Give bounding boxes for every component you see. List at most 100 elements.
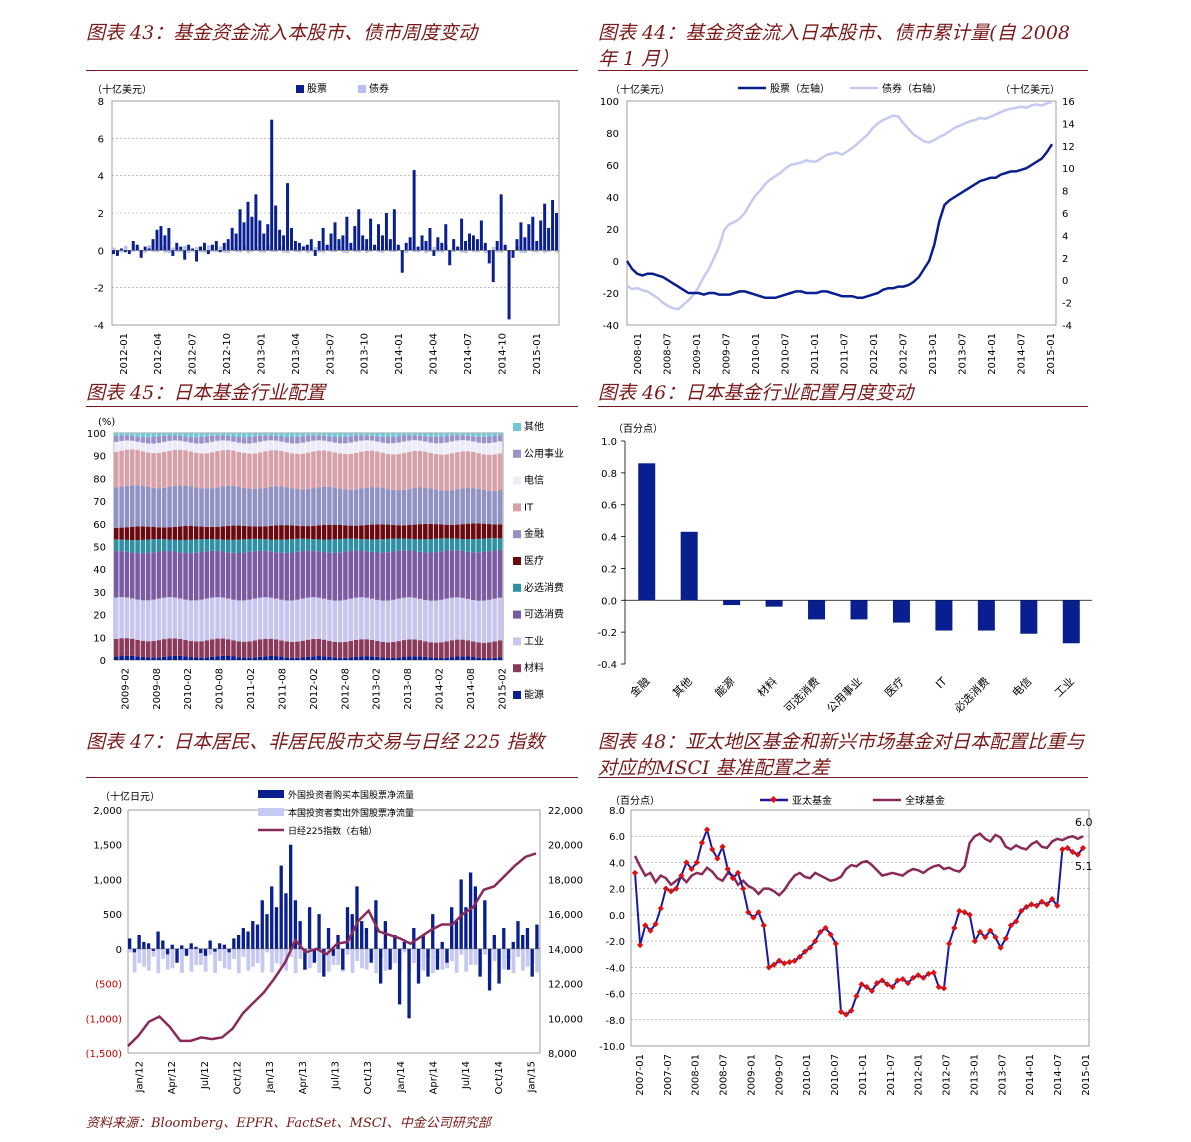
c48-apac-marker: [812, 937, 819, 945]
c47-domestic-bar: [450, 948, 454, 962]
c47-domestic-bar: [241, 948, 246, 957]
c45-bar-segment: [465, 487, 471, 524]
c47-domestic-bar: [180, 948, 184, 973]
c45-bar-segment: [156, 452, 162, 489]
c48-xtick: 2011-07: [886, 1054, 897, 1096]
c45-bar-segment: [476, 552, 481, 601]
c45-bar-segment: [444, 433, 449, 437]
c45-bar-segment: [391, 489, 396, 525]
c43-equity-bar: [258, 220, 262, 251]
c45-bar-segment: [263, 638, 268, 657]
c43-equity-bar: [400, 250, 404, 273]
c44-xtick: 2008-07: [663, 333, 674, 375]
c47-xtick: Jan/14: [396, 1061, 407, 1094]
c45-bar-segment: [396, 641, 401, 658]
c44-xtick: 2011-01: [810, 333, 821, 375]
c48-apac-marker: [863, 983, 870, 991]
c47-ytick-right: 12,000: [548, 980, 583, 991]
c45-bar-segment: [252, 442, 258, 454]
c43-equity-bar: [262, 233, 266, 251]
c45-bar-segment: [145, 433, 151, 438]
c45-bar-segment: [279, 436, 284, 442]
c45-legend-item-swatch: [513, 423, 521, 431]
c45-bar-segment: [241, 525, 247, 540]
c45-bar-segment: [231, 486, 236, 526]
c45-bar-segment: [359, 538, 364, 551]
c45-bar-segment: [460, 597, 465, 640]
c45-bar-segment: [252, 433, 258, 437]
c45-bar-segment: [375, 599, 380, 642]
c45-bar-segment: [188, 539, 194, 554]
c45-bar-segment: [135, 450, 140, 486]
c48-legend-global-label: 全球基金: [905, 794, 945, 807]
c45-xtick: 2013-08: [403, 668, 414, 710]
c45-unit: (%): [98, 417, 115, 428]
c45-bar-segment: [257, 488, 263, 527]
c45-bar-segment: [353, 441, 359, 453]
c45-bar-segment: [487, 490, 492, 525]
c45-bar-segment: [433, 552, 439, 601]
c47-foreign-bar: [412, 928, 416, 949]
c43-equity-bar: [369, 218, 373, 251]
c47-foreign-bar: [175, 948, 179, 963]
c45-bar-segment: [476, 442, 481, 454]
c43-bond-bar: [523, 250, 527, 254]
c47-foreign-bar: [355, 886, 359, 949]
c45-xtick: 2014-02: [435, 668, 446, 710]
c45-bar-segment: [247, 488, 252, 527]
c47-domestic-bar: [189, 948, 194, 972]
c47-ytick-right: 16,000: [548, 910, 583, 921]
c47-domestic-bar: [535, 948, 540, 973]
c45-bar-segment: [295, 489, 300, 526]
c45-bar-segment: [316, 440, 322, 451]
c47-domestic-bar: [146, 948, 151, 971]
c43-equity-bar: [230, 227, 234, 251]
c45-bar-segment: [444, 598, 449, 642]
c45-bar-segment: [145, 600, 151, 642]
c45-bar-segment: [321, 440, 327, 451]
c45-bar-segment: [135, 656, 140, 660]
c45-bar-segment: [220, 597, 226, 639]
c45-bar-segment: [247, 453, 252, 489]
c45-bar-segment: [209, 539, 215, 551]
c45-bar-segment: [172, 526, 178, 540]
c45-bar-segment: [183, 640, 188, 657]
c48-apac-marker: [776, 957, 783, 964]
c45-bar-segment: [204, 640, 210, 658]
c48-ytick: 4.0: [609, 858, 625, 869]
c48-apac-marker: [806, 944, 814, 951]
c46-bar: [1062, 600, 1080, 644]
c45-bar-segment: [364, 450, 369, 488]
c47-domestic-bar: [502, 948, 506, 970]
c45-xtick: 2014-08: [466, 668, 477, 710]
c45-bar-segment: [327, 486, 332, 525]
c45-bar-segment: [124, 551, 130, 598]
c45-bar-segment: [215, 451, 220, 488]
c45-bar-segment: [145, 443, 151, 453]
c45-bar-segment: [455, 656, 460, 660]
c45-bar-segment: [289, 539, 295, 553]
c43-ytick: -4: [94, 321, 104, 332]
c45-bar-segment: [209, 656, 215, 660]
c45-bar-segment: [343, 436, 348, 444]
c45-bar-segment: [444, 454, 449, 491]
c48-apac-marker: [920, 974, 927, 981]
c45-bar-segment: [225, 598, 231, 640]
c45-bar-segment: [273, 525, 279, 540]
c47-foreign-bar: [535, 924, 539, 949]
c45-bar-segment: [364, 597, 369, 640]
c45-bar-segment: [471, 523, 476, 540]
c45-bar-segment: [455, 597, 460, 640]
c45-bar-segment: [396, 436, 401, 443]
c47-ytick-left: 0: [116, 945, 122, 956]
c45-bar-segment: [114, 435, 119, 442]
c45-bar-segment: [337, 443, 343, 454]
c45-bar-segment: [471, 656, 476, 660]
c45-bar-segment: [167, 440, 172, 451]
c44-ytick-left: 60: [606, 161, 619, 172]
c45-bar-segment: [423, 487, 428, 524]
c45-bar-segment: [193, 641, 199, 658]
c45-bar-segment: [268, 433, 274, 436]
c43-xtick: 2014-01: [394, 333, 405, 375]
c45-ytick: 60: [93, 520, 106, 531]
